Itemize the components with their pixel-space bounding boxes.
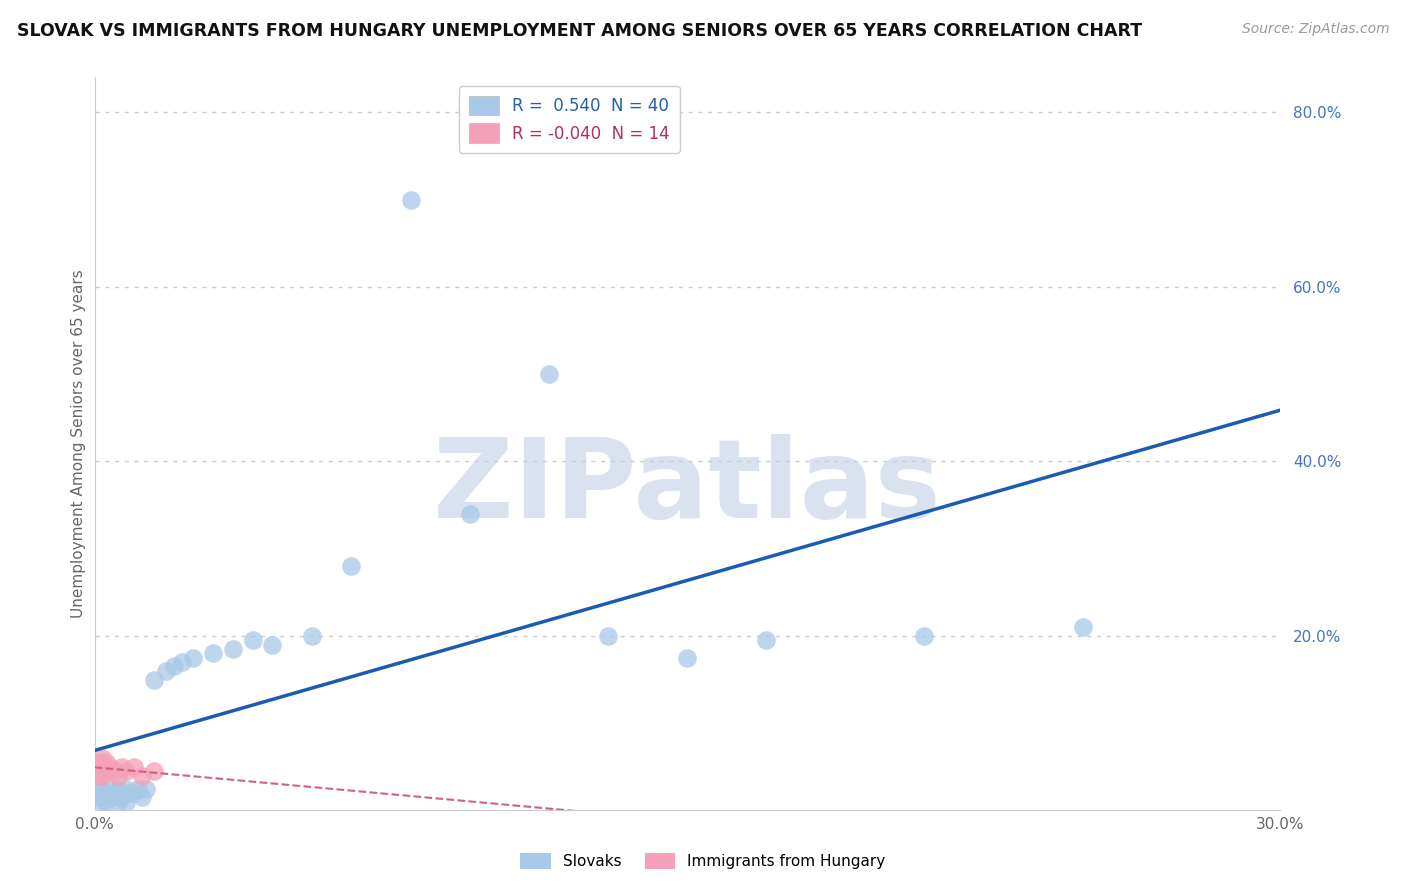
Point bbox=[142, 764, 165, 779]
Point bbox=[103, 790, 125, 805]
Y-axis label: Unemployment Among Seniors over 65 years: Unemployment Among Seniors over 65 years bbox=[72, 269, 86, 618]
Point bbox=[115, 764, 138, 779]
Point bbox=[399, 193, 422, 207]
Point bbox=[115, 781, 138, 796]
Point bbox=[131, 768, 153, 782]
Point bbox=[183, 650, 205, 665]
Point bbox=[100, 781, 122, 796]
Point bbox=[1071, 620, 1094, 634]
Point bbox=[91, 751, 114, 765]
Point bbox=[142, 673, 165, 687]
Point bbox=[202, 646, 225, 660]
Point bbox=[87, 790, 110, 805]
Text: Source: ZipAtlas.com: Source: ZipAtlas.com bbox=[1241, 22, 1389, 37]
Point bbox=[111, 786, 134, 800]
Legend: Slovaks, Immigrants from Hungary: Slovaks, Immigrants from Hungary bbox=[515, 847, 891, 875]
Point bbox=[120, 786, 142, 800]
Point bbox=[107, 795, 129, 809]
Point bbox=[91, 768, 114, 782]
Point bbox=[676, 650, 699, 665]
Point bbox=[170, 655, 193, 669]
Point bbox=[103, 786, 125, 800]
Point bbox=[301, 629, 323, 643]
Point bbox=[122, 786, 145, 800]
Point bbox=[96, 764, 118, 779]
Point bbox=[115, 795, 138, 809]
Text: SLOVAK VS IMMIGRANTS FROM HUNGARY UNEMPLOYMENT AMONG SENIORS OVER 65 YEARS CORRE: SLOVAK VS IMMIGRANTS FROM HUNGARY UNEMPL… bbox=[17, 22, 1142, 40]
Point bbox=[340, 559, 363, 574]
Point bbox=[135, 781, 157, 796]
Point bbox=[262, 638, 284, 652]
Point bbox=[155, 664, 177, 678]
Point bbox=[162, 659, 184, 673]
Point bbox=[912, 629, 935, 643]
Point bbox=[87, 786, 110, 800]
Point bbox=[96, 795, 118, 809]
Point bbox=[458, 507, 481, 521]
Point bbox=[107, 781, 129, 796]
Point bbox=[222, 642, 245, 657]
Point bbox=[91, 781, 114, 796]
Point bbox=[96, 786, 118, 800]
Legend: R =  0.540  N = 40, R = -0.040  N = 14: R = 0.540 N = 40, R = -0.040 N = 14 bbox=[458, 86, 679, 153]
Point bbox=[107, 768, 129, 782]
Point bbox=[755, 633, 778, 648]
Point bbox=[537, 367, 560, 381]
Point bbox=[87, 756, 110, 770]
Point bbox=[100, 790, 122, 805]
Point bbox=[103, 764, 125, 779]
Point bbox=[127, 781, 149, 796]
Text: ZIPatlas: ZIPatlas bbox=[433, 434, 941, 541]
Point bbox=[111, 760, 134, 774]
Point bbox=[96, 756, 118, 770]
Point bbox=[87, 768, 110, 782]
Point bbox=[131, 790, 153, 805]
Point bbox=[122, 760, 145, 774]
Point bbox=[242, 633, 264, 648]
Point bbox=[91, 795, 114, 809]
Point bbox=[598, 629, 620, 643]
Point bbox=[111, 790, 134, 805]
Point bbox=[100, 760, 122, 774]
